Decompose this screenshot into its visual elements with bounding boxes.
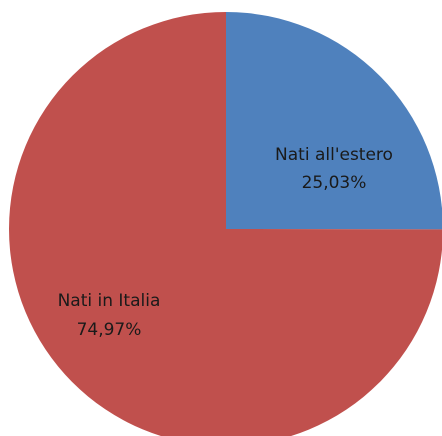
slice-label-group-italia: Nati in Italia 74,97% (58, 291, 161, 340)
slice-label-value-italia: 74,97% (77, 320, 142, 340)
pie-slices (9, 12, 442, 436)
slice-label-name-estero: Nati all'estero (275, 145, 393, 165)
slice-label-value-estero: 25,03% (302, 173, 367, 193)
slice-label-name-italia: Nati in Italia (58, 291, 161, 311)
slice-label-group-estero: Nati all'estero 25,03% (275, 145, 393, 193)
pie-slice-estero (226, 12, 442, 230)
pie-slice-italia (9, 12, 442, 436)
